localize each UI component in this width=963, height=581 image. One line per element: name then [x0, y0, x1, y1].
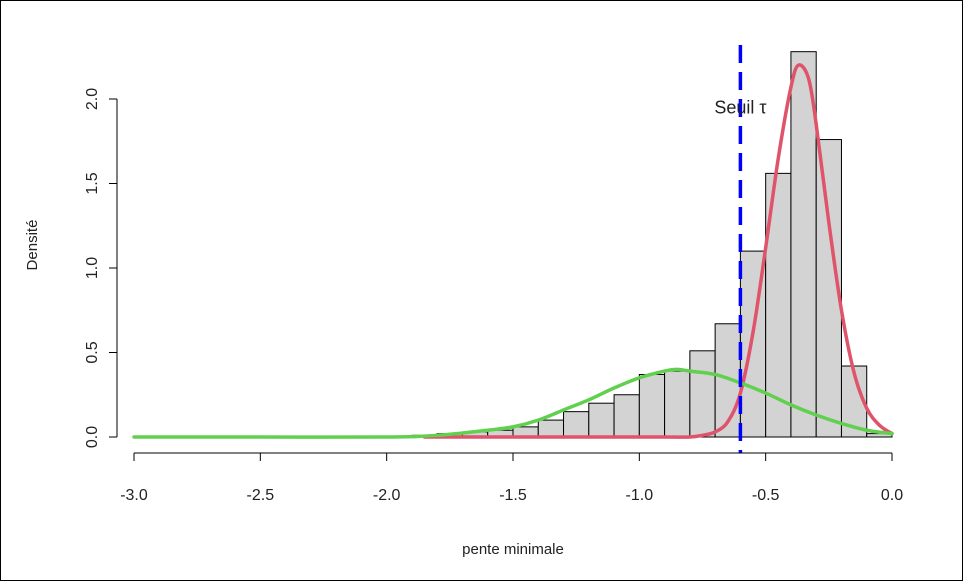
y-tick-label: 0.0: [84, 426, 101, 448]
y-axis: 0.0 0.5 1.0 1.5 2.0: [84, 88, 118, 448]
histogram-bar: [638, 373, 666, 438]
y-tick-label: 1.5: [84, 172, 101, 194]
density-curves: [132, 63, 894, 439]
y-tick-label: 0.5: [84, 341, 101, 363]
density-curve-green: [132, 367, 894, 439]
histogram-bar: [588, 402, 615, 438]
histogram-bar: [537, 419, 565, 438]
histogram-bar: [563, 411, 590, 438]
x-tick-label: -3.0: [120, 487, 148, 504]
x-tick-label: -1.5: [499, 487, 527, 504]
y-axis-title: Densité: [24, 220, 41, 271]
x-tick-label: -0.5: [752, 487, 780, 504]
x-axis: -3.0 -2.5 -2.0 -1.5 -1.0 -0.5 0.0: [120, 452, 903, 504]
x-tick-label: 0.0: [881, 487, 903, 504]
x-tick-label: -2.5: [247, 487, 275, 504]
histogram-bar: [664, 370, 691, 438]
x-axis-title: pente minimale: [462, 541, 564, 558]
histogram-bar: [689, 350, 716, 438]
histogram-bar: [613, 394, 640, 438]
density-curve-red: [422, 63, 894, 439]
histogram-bars: [411, 51, 893, 438]
threshold-label: Seuil τ: [714, 97, 766, 117]
y-tick-label: 2.0: [84, 88, 101, 110]
y-tick-label: 1.0: [84, 257, 101, 279]
x-tick-label: -2.0: [373, 487, 401, 504]
x-tick-label: -1.0: [626, 487, 654, 504]
